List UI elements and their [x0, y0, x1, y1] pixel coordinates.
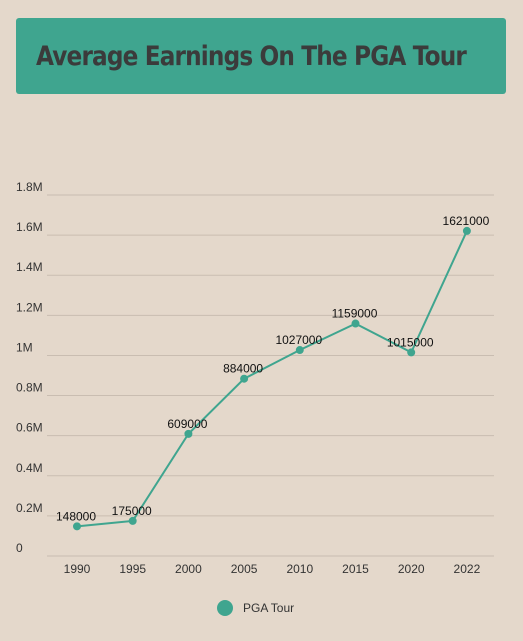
data-point[interactable]: [462, 226, 471, 235]
data-point[interactable]: [351, 319, 360, 328]
x-tick-label: 2015: [342, 562, 369, 576]
data-point[interactable]: [128, 516, 137, 525]
y-tick-label: 0.4M: [16, 461, 43, 475]
data-label: 175000: [112, 504, 152, 518]
y-tick-label: 0: [16, 541, 23, 555]
y-tick-label: 0.6M: [16, 421, 43, 435]
x-tick-label: 2005: [231, 562, 258, 576]
y-tick-label: 1.6M: [16, 220, 43, 234]
x-tick-label: 2020: [398, 562, 425, 576]
y-tick-label: 0.8M: [16, 381, 43, 395]
legend-label-pga-tour: PGA Tour: [243, 601, 295, 615]
x-tick-label: 2010: [286, 562, 313, 576]
y-tick-label: 0.2M: [16, 501, 43, 515]
title-banner: Average Earnings On The PGA Tour: [16, 18, 506, 94]
data-point[interactable]: [407, 348, 416, 357]
data-label: 1015000: [387, 335, 434, 349]
data-point[interactable]: [184, 429, 193, 438]
x-tick-label: 1990: [64, 562, 91, 576]
chart-title: Average Earnings On The PGA Tour: [36, 40, 467, 72]
data-point[interactable]: [73, 522, 81, 531]
data-label: 1621000: [443, 214, 490, 228]
data-label: 1027000: [275, 333, 322, 347]
data-point[interactable]: [240, 374, 249, 383]
y-tick-label: 1.8M: [16, 180, 43, 194]
data-label: 884000: [223, 362, 263, 376]
data-label: 1159000: [332, 307, 378, 321]
data-label: 148000: [56, 509, 96, 523]
x-tick-label: 2022: [454, 562, 481, 576]
data-point[interactable]: [295, 346, 304, 355]
series-line-pga-tour: [76, 230, 468, 528]
legend: PGA Tour: [217, 600, 294, 616]
y-tick-label: 1M: [16, 340, 33, 354]
x-tick-label: 2000: [175, 562, 202, 576]
y-tick-label: 1.4M: [16, 260, 43, 274]
legend-swatch-pga-tour[interactable]: [217, 600, 233, 616]
x-tick-label: 1995: [119, 562, 146, 576]
y-tick-label: 1.2M: [16, 300, 43, 314]
data-label: 609000: [167, 417, 207, 431]
